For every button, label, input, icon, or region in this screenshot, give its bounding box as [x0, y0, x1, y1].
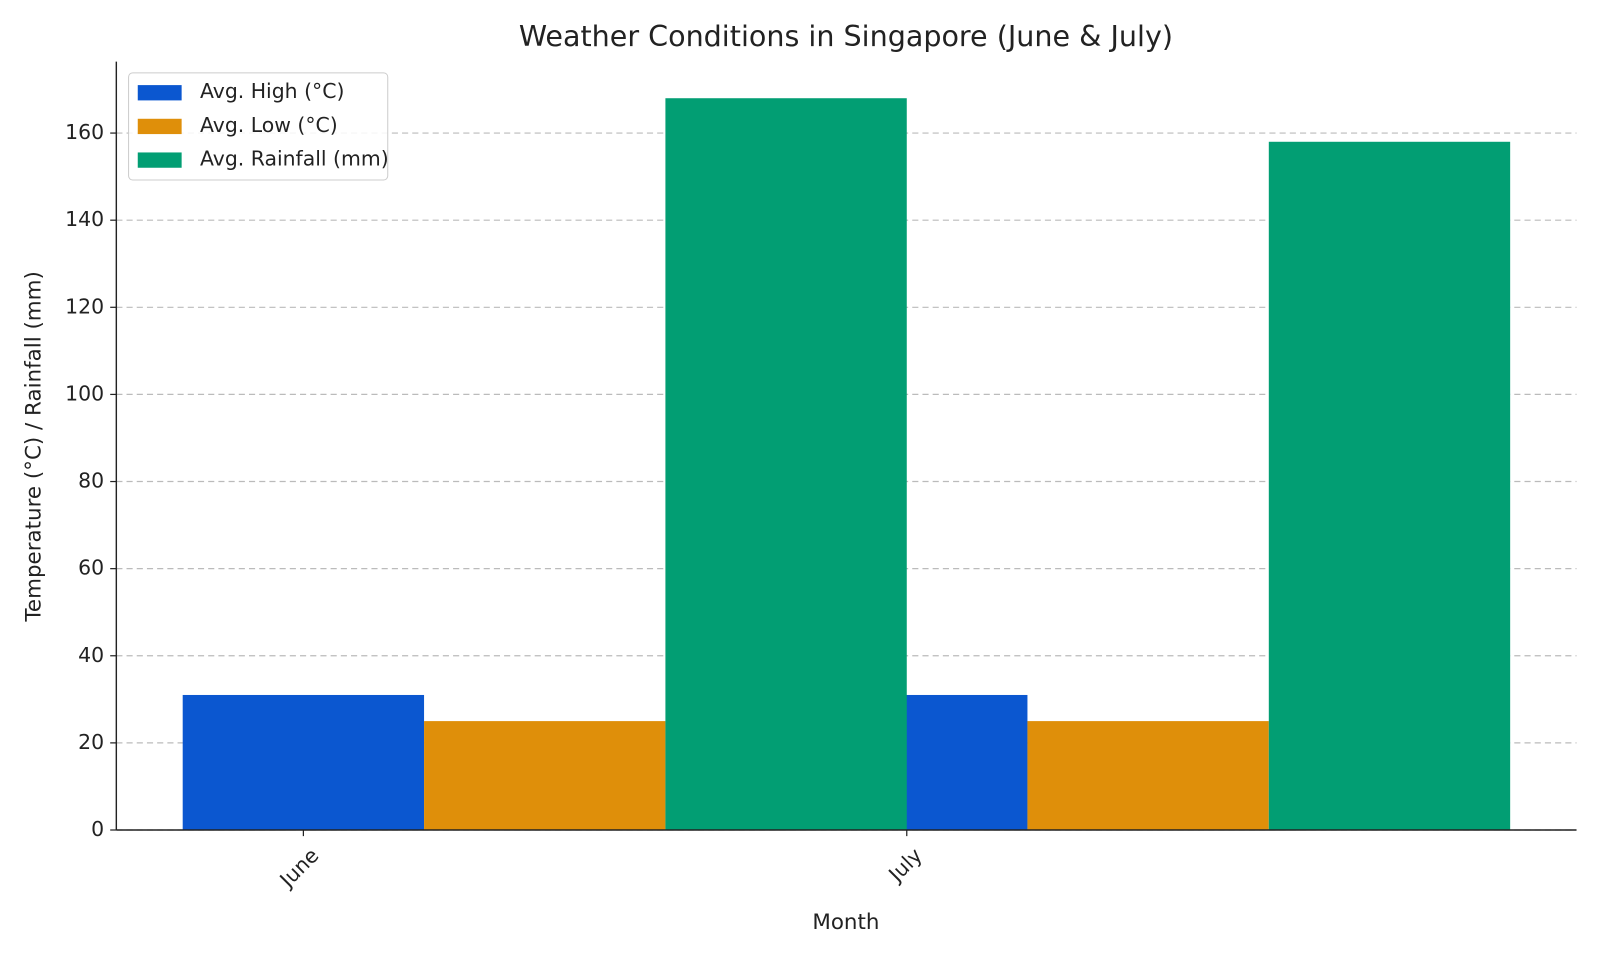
legend-swatch — [137, 118, 182, 135]
y-tick-label: 100 — [65, 381, 104, 405]
legend: Avg. High (°C) Avg. Low (°C) Avg. Rainfall… — [128, 72, 389, 181]
y-axis-label: Temperature (°C) / Rainfall (mm) — [22, 271, 47, 622]
bar — [1268, 141, 1511, 831]
x-tick-label: July — [882, 843, 926, 887]
legend-label: Avg. High (°C) — [200, 79, 344, 103]
chart-title: Weather Conditions in Singapore (June & … — [519, 19, 1173, 53]
bar — [182, 694, 425, 830]
y-tick-label: 80 — [78, 469, 104, 493]
bar — [424, 721, 666, 830]
legend-swatch — [137, 152, 182, 168]
legend-label: Avg. Low (°C) — [200, 113, 338, 137]
bar — [665, 98, 907, 831]
legend-swatch — [137, 85, 182, 101]
x-tick-label: June — [274, 843, 324, 893]
y-tick-label: 60 — [78, 556, 104, 580]
x-axis-label: Month — [812, 910, 879, 935]
y-tick-label: 120 — [65, 294, 104, 318]
bar — [1027, 721, 1269, 830]
y-tick-label: 0 — [91, 817, 104, 841]
y-tick-label: 160 — [65, 120, 104, 144]
y-tick-label: 20 — [78, 730, 104, 754]
y-tick-label: 40 — [78, 643, 104, 667]
legend-label: Avg. Rainfall (mm) — [200, 147, 389, 171]
y-tick-label: 140 — [65, 207, 104, 231]
legend-box — [128, 72, 389, 181]
